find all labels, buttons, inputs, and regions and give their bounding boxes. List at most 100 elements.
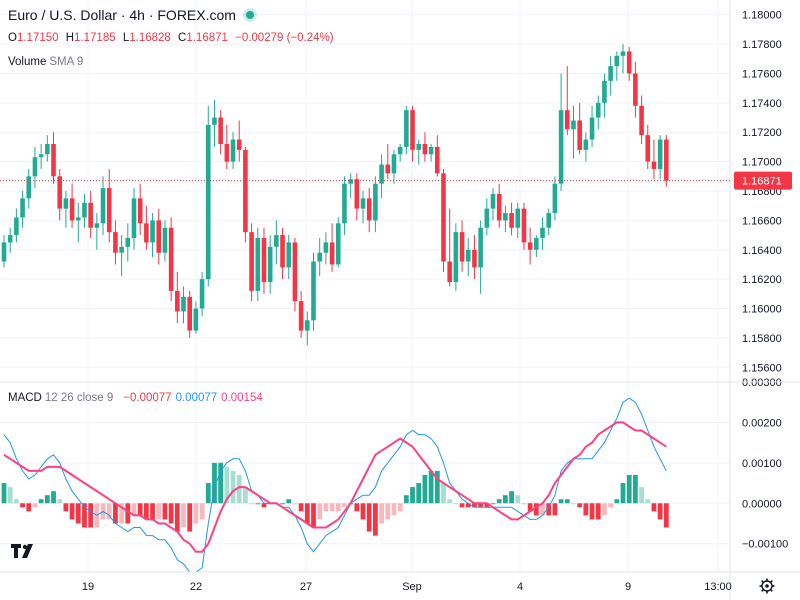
candle[interactable] xyxy=(564,66,570,136)
candle[interactable] xyxy=(88,191,93,239)
candle[interactable] xyxy=(633,61,638,118)
candle[interactable] xyxy=(509,202,514,236)
candle[interactable] xyxy=(416,139,422,165)
candle[interactable] xyxy=(503,205,508,233)
candle[interactable] xyxy=(360,191,366,224)
candle[interactable] xyxy=(261,227,267,294)
candle[interactable] xyxy=(639,95,644,144)
candle[interactable] xyxy=(298,290,304,338)
symbol-title[interactable]: Euro / U.S. Dollar · 4h · FOREX.com xyxy=(8,7,254,23)
candle[interactable] xyxy=(305,311,310,346)
candle[interactable] xyxy=(69,183,75,228)
candle[interactable] xyxy=(243,146,248,243)
candle[interactable] xyxy=(311,252,316,331)
candle[interactable] xyxy=(391,149,397,184)
candle[interactable] xyxy=(249,223,254,302)
candle[interactable] xyxy=(428,143,434,162)
candle[interactable] xyxy=(404,105,409,155)
candle[interactable] xyxy=(552,176,558,221)
candle[interactable] xyxy=(144,205,149,250)
candle[interactable] xyxy=(317,238,322,277)
candle[interactable] xyxy=(620,44,626,74)
candle[interactable] xyxy=(32,146,38,189)
candle[interactable] xyxy=(175,271,180,324)
candle[interactable] xyxy=(82,193,87,228)
settings-gear-icon[interactable] xyxy=(759,578,775,594)
candle[interactable] xyxy=(267,235,273,294)
candle[interactable] xyxy=(113,220,118,265)
candle[interactable] xyxy=(583,132,589,162)
candle[interactable] xyxy=(577,102,582,155)
candle[interactable] xyxy=(465,238,471,277)
candle[interactable] xyxy=(168,217,174,302)
candle[interactable] xyxy=(236,120,242,162)
candle[interactable] xyxy=(100,176,106,236)
candle[interactable] xyxy=(75,202,81,243)
candle[interactable] xyxy=(224,124,230,169)
tradingview-logo-icon[interactable] xyxy=(10,541,40,561)
candle[interactable] xyxy=(657,135,663,180)
candle[interactable] xyxy=(534,235,539,258)
candle[interactable] xyxy=(205,105,211,287)
candle[interactable] xyxy=(496,183,502,228)
candle[interactable] xyxy=(447,208,452,287)
candle[interactable] xyxy=(614,51,620,81)
candle[interactable] xyxy=(558,73,564,191)
macd-legend[interactable]: MACD 12 26 close 9 −0.00077 0.00077 0.00154 xyxy=(8,392,263,404)
candle[interactable] xyxy=(335,217,341,268)
candle[interactable] xyxy=(181,286,186,324)
candle[interactable] xyxy=(608,55,613,96)
candle[interactable] xyxy=(14,208,19,243)
candle[interactable] xyxy=(26,168,32,209)
candle[interactable] xyxy=(212,99,217,147)
candle[interactable] xyxy=(125,223,131,262)
candle[interactable] xyxy=(527,227,533,265)
candle[interactable] xyxy=(422,132,428,162)
candle[interactable] xyxy=(571,105,576,159)
candle[interactable] xyxy=(119,235,124,277)
candle[interactable] xyxy=(7,227,13,253)
candle[interactable] xyxy=(515,202,521,239)
candle[interactable] xyxy=(602,73,607,118)
candle[interactable] xyxy=(385,143,391,180)
candle[interactable] xyxy=(459,220,465,272)
candle[interactable] xyxy=(348,173,353,199)
candle[interactable] xyxy=(651,139,657,180)
volume-legend[interactable]: Volume SMA 9 xyxy=(8,56,83,68)
candle[interactable] xyxy=(354,173,360,221)
candle[interactable] xyxy=(589,105,595,147)
candle[interactable] xyxy=(63,191,69,228)
candle[interactable] xyxy=(187,290,192,338)
candle[interactable] xyxy=(595,95,601,130)
candle[interactable] xyxy=(664,135,669,187)
candle[interactable] xyxy=(106,168,112,243)
candle[interactable] xyxy=(218,110,223,155)
candle[interactable] xyxy=(379,154,384,199)
candle[interactable] xyxy=(342,176,347,236)
candle[interactable] xyxy=(323,232,329,265)
candle[interactable] xyxy=(38,143,44,169)
candle[interactable] xyxy=(292,238,298,312)
candle[interactable] xyxy=(410,105,415,162)
candle[interactable] xyxy=(280,227,285,280)
candle[interactable] xyxy=(540,217,545,250)
candle[interactable] xyxy=(1,235,7,268)
candle[interactable] xyxy=(366,188,372,233)
candle[interactable] xyxy=(397,143,403,162)
candle[interactable] xyxy=(453,223,459,291)
candle[interactable] xyxy=(137,183,143,236)
candle[interactable] xyxy=(490,188,496,221)
candle[interactable] xyxy=(199,271,205,316)
candle[interactable] xyxy=(274,220,279,265)
candle[interactable] xyxy=(150,213,155,258)
candle[interactable] xyxy=(521,202,527,250)
candle[interactable] xyxy=(286,235,292,280)
candle[interactable] xyxy=(329,223,335,272)
candle[interactable] xyxy=(45,135,50,162)
candle[interactable] xyxy=(193,301,199,334)
candle[interactable] xyxy=(57,168,63,221)
candle[interactable] xyxy=(255,227,261,302)
candle[interactable] xyxy=(94,213,100,250)
candle[interactable] xyxy=(131,188,137,250)
